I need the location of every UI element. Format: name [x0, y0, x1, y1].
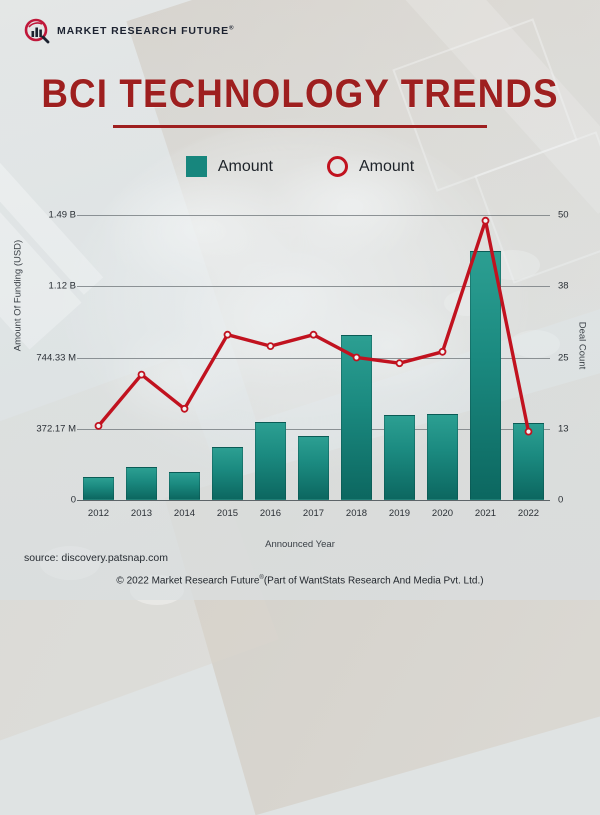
x-axis-tick-label: 2019	[388, 508, 411, 519]
line-series	[94, 216, 533, 436]
line-path	[96, 218, 531, 434]
line-marker-2013[interactable]	[137, 370, 146, 379]
source-note: source: discovery.patsnap.com	[24, 552, 168, 564]
x-axis-tick-label: 2016	[259, 508, 282, 519]
y-axis-right-tick-label: 38	[558, 280, 569, 292]
x-axis-tick-label: 2020	[431, 508, 454, 519]
gridline	[77, 215, 550, 216]
line-marker-2021[interactable]	[481, 216, 490, 225]
y-axis-left-tick-label: 0	[70, 494, 76, 506]
y-axis-right-tick-label: 0	[558, 494, 564, 506]
line-marker-2022[interactable]	[524, 427, 533, 436]
y-axis-left-tick-label: 1.49 B	[48, 209, 76, 221]
y-axis-left-tick-label: 1.12 B	[48, 280, 76, 292]
bar-2012[interactable]	[82, 477, 115, 500]
infographic-page: MARKET RESEARCH FUTURE® BCI TECHNOLOGY T…	[0, 18, 600, 587]
bar-2019[interactable]	[383, 414, 416, 500]
legend-item-bar[interactable]: Amount	[185, 156, 273, 177]
bar-2020[interactable]	[426, 413, 459, 500]
copyright-registered-mark: ®	[259, 575, 264, 581]
legend-item-line[interactable]: Amount	[327, 156, 414, 177]
y-axis-right-tick-label: 50	[558, 209, 569, 221]
x-axis-tick-label: 2015	[216, 508, 239, 519]
bar-2015[interactable]	[211, 447, 244, 500]
chart-magnifier-icon	[24, 18, 50, 44]
legend-label-bar: Amount	[217, 157, 273, 175]
gridline	[77, 357, 550, 359]
x-axis-tick-label: 2021	[474, 508, 497, 519]
y-axis-right-tick-label: 13	[558, 423, 569, 435]
bar-2018[interactable]	[340, 335, 373, 500]
line-marker-2019[interactable]	[395, 359, 404, 368]
y-axis-right-tick-label: 25	[558, 352, 569, 363]
x-axis-tick-label: 2014	[173, 508, 196, 519]
y-axis-left-tick-label: 744.33 M	[36, 352, 76, 363]
registered-mark: ®	[229, 25, 235, 32]
legend-square-icon	[185, 156, 207, 177]
gridline	[77, 286, 550, 288]
chart-legend: Amount Amount	[0, 156, 600, 177]
bar-2014[interactable]	[168, 472, 201, 500]
page-title: BCI TECHNOLOGY TRENDS	[41, 72, 559, 116]
x-axis-title: Announced Year	[265, 539, 335, 550]
brand-logo: MARKET RESEARCH FUTURE®	[24, 18, 234, 44]
legend-circle-icon	[327, 156, 348, 177]
line-marker-2018[interactable]	[352, 353, 361, 362]
bar-2017[interactable]	[297, 436, 330, 500]
brand-name: MARKET RESEARCH FUTURE®	[57, 25, 235, 37]
gridline	[77, 428, 550, 430]
line-marker-2016[interactable]	[266, 342, 275, 351]
x-axis-tick-label: 2017	[302, 508, 325, 519]
copyright-note: © 2022 Market Research Future®(Part of W…	[116, 575, 484, 587]
bar-2021[interactable]	[469, 251, 502, 500]
line-marker-2020[interactable]	[438, 347, 447, 356]
line-marker-2012[interactable]	[94, 421, 103, 430]
chart-plot-area: Amount Of Funding (USD) Deal Count 0 372.…	[13, 209, 588, 551]
bar-2022[interactable]	[512, 422, 545, 500]
x-axis-tick-label: 2012	[87, 508, 110, 519]
line-marker-2017[interactable]	[309, 330, 318, 339]
legend-label-line: Amount	[359, 157, 415, 175]
bar-2016[interactable]	[254, 422, 287, 500]
x-axis-tick-label: 2018	[345, 508, 368, 519]
bar-2013[interactable]	[125, 466, 158, 500]
line-marker-2015[interactable]	[223, 330, 232, 339]
line-marker-2014[interactable]	[180, 404, 189, 413]
title-underline	[113, 125, 487, 128]
x-axis-line	[77, 500, 550, 502]
x-axis-tick-label: 2022	[517, 508, 540, 519]
x-axis-tick-label: 2013	[130, 508, 153, 519]
y-axis-left-tick-label: 372.17 M	[36, 423, 76, 435]
